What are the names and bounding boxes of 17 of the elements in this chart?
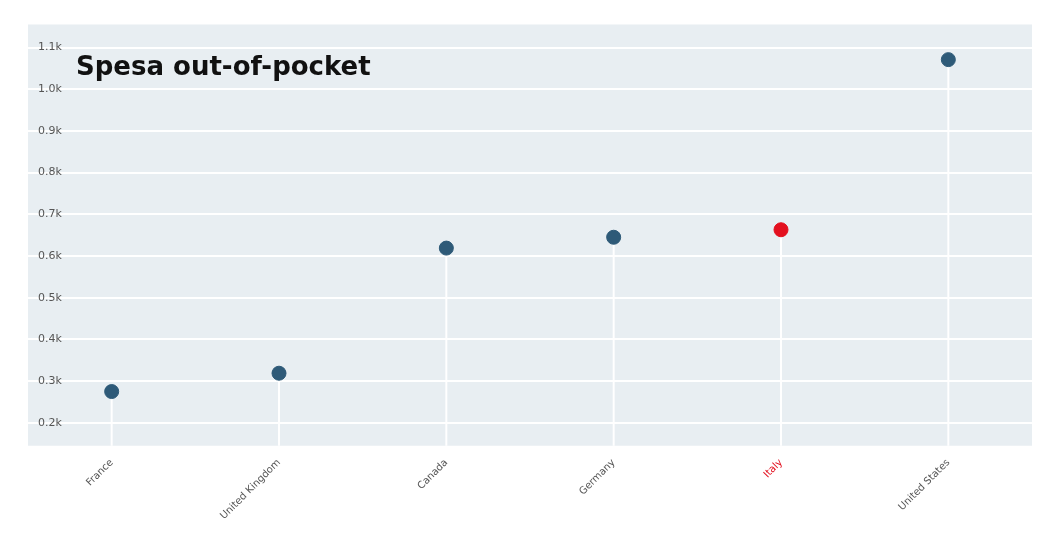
y-tick-label: 0.3k (38, 373, 63, 387)
y-tick-label: 1.1k (38, 40, 63, 54)
y-tick-label: 0.2k (38, 415, 63, 429)
y-tick-label: 0.9k (38, 123, 63, 137)
y-tick-label: 0.7k (38, 207, 63, 221)
y-tick-label: 0.5k (38, 290, 63, 304)
point (271, 365, 287, 381)
point (104, 384, 120, 400)
text: Spesa out-of-pocket (76, 51, 371, 82)
point (606, 229, 622, 245)
y-tick-label: 0.6k (38, 248, 63, 262)
y-tick-label: 0.8k (38, 165, 63, 179)
y-tick-label: 0.4k (38, 332, 63, 346)
point (438, 240, 454, 256)
y-tick-label: 1.0k (38, 82, 63, 96)
point (940, 52, 956, 68)
point (773, 222, 789, 238)
